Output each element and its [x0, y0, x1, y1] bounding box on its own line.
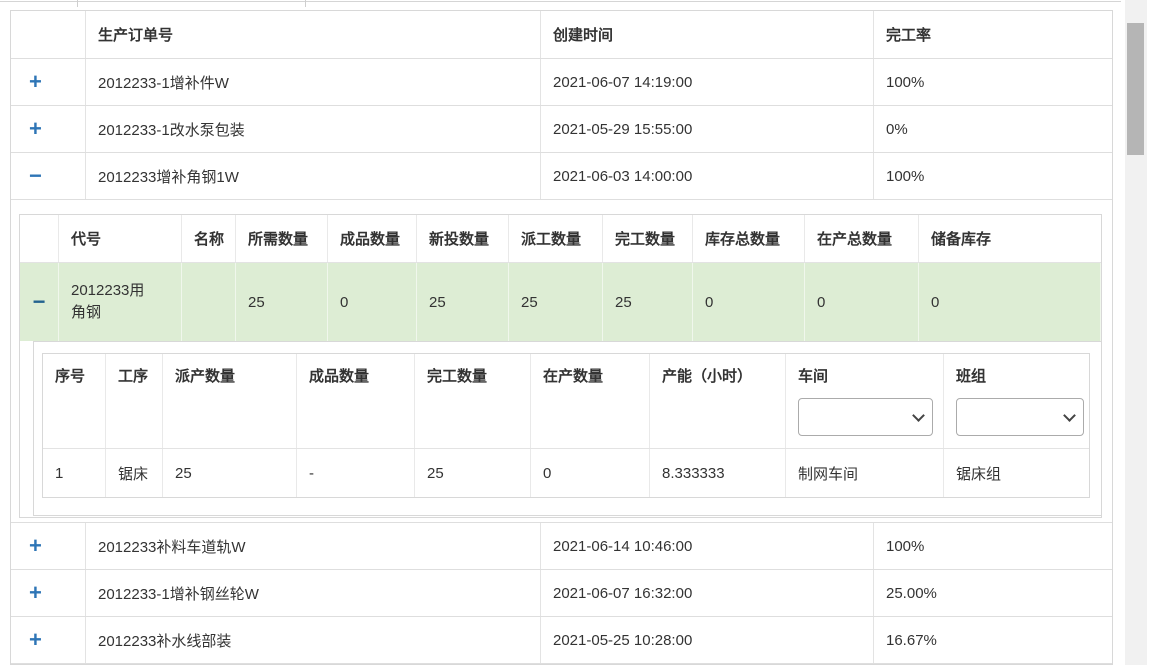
expand-row-icon[interactable]: +	[29, 580, 42, 605]
code-cell: 2012233用角钢	[59, 263, 182, 341]
dispatch-qty-header: 派工数量	[509, 215, 603, 262]
order-row: + 2012233-1改水泵包装 2021-05-29 15:55:00 0%	[11, 106, 1112, 153]
component-row-selected: − 2012233用角钢 25 0 25 25 25 0 0 0	[20, 263, 1101, 341]
vertical-scrollbar[interactable]	[1125, 0, 1147, 665]
components-header-row: 代号 名称 所需数量 成品数量 新投数量 派工数量 完工数量 库存总数量 在产总…	[20, 215, 1101, 263]
complete-qty-cell: 25	[415, 449, 531, 497]
order-number-cell: 2012233-1改水泵包装	[86, 106, 541, 152]
finished-qty-cell: -	[297, 449, 415, 497]
team-header: 班组	[944, 354, 1089, 448]
dispatch-qty-header: 派产数量	[163, 354, 297, 448]
team-header-label: 班组	[956, 368, 987, 385]
in-production-qty-cell: 0	[531, 449, 650, 497]
workshop-filter-select[interactable]	[798, 398, 933, 436]
finished-qty-header: 成品数量	[297, 354, 415, 448]
order-row-expanded: − 2012233增补角钢1W 2021-06-03 14:00:00 100%	[11, 153, 1112, 200]
dispatch-qty-cell: 25	[163, 449, 297, 497]
order-row: + 2012233-1增补钢丝轮W 2021-06-07 16:32:00 25…	[11, 570, 1112, 617]
order-number-header: 生产订单号	[86, 11, 541, 58]
in-production-total-header: 在产总数量	[805, 215, 919, 262]
expand-column-header	[11, 11, 86, 58]
workshop-cell: 制网车间	[786, 449, 944, 497]
production-orders-table: 生产订单号 创建时间 完工率 + 2012233-1增补件W 2021-06-0…	[10, 10, 1113, 665]
name-cell	[182, 263, 236, 341]
process-header: 工序	[106, 354, 163, 448]
completion-rate-cell: 16.67%	[886, 631, 937, 649]
team-cell: 锯床组	[956, 465, 1002, 483]
expand-row-icon[interactable]: +	[29, 627, 42, 652]
workshop-header-label: 车间	[798, 368, 829, 385]
new-input-qty-cell: 25	[417, 263, 509, 341]
stock-total-header: 库存总数量	[693, 215, 805, 262]
collapse-row-icon[interactable]: −	[32, 289, 46, 314]
order-number-cell: 2012233增补角钢1W	[86, 153, 541, 199]
created-time-cell: 2021-05-29 15:55:00	[541, 106, 874, 152]
complete-qty-header: 完工数量	[415, 354, 531, 448]
order-row: + 2012233补水线部装 2021-05-25 10:28:00 16.67…	[11, 617, 1112, 664]
required-qty-cell: 25	[236, 263, 328, 341]
completion-rate-header: 完工率	[886, 27, 932, 44]
code-header: 代号	[59, 215, 182, 262]
scrollbar-thumb[interactable]	[1127, 23, 1144, 155]
reserve-stock-cell: 0	[919, 263, 1101, 341]
process-header-row: 序号 工序 派产数量 成品数量 完工数量 在产数量 产能（小时） 车间	[43, 354, 1089, 449]
process-table: 序号 工序 派产数量 成品数量 完工数量 在产数量 产能（小时） 车间	[42, 353, 1090, 498]
components-table: 代号 名称 所需数量 成品数量 新投数量 派工数量 完工数量 库存总数量 在产总…	[19, 214, 1102, 518]
expand-row-icon[interactable]: +	[29, 69, 42, 94]
completion-rate-cell: 100%	[886, 167, 925, 185]
process-table-container: 序号 工序 派产数量 成品数量 完工数量 在产数量 产能（小时） 车间	[33, 341, 1102, 516]
created-time-cell: 2021-06-07 16:32:00	[541, 570, 874, 616]
complete-qty-cell: 25	[603, 263, 693, 341]
capacity-header: 产能（小时）	[650, 354, 786, 448]
reserve-stock-header: 储备库存	[931, 231, 992, 248]
expand-row-icon[interactable]: +	[29, 533, 42, 558]
order-row: + 2012233补料车道轨W 2021-06-14 10:46:00 100%	[11, 523, 1112, 570]
workshop-header: 车间	[786, 354, 944, 448]
process-cell: 锯床	[106, 449, 163, 497]
stock-total-cell: 0	[693, 263, 805, 341]
name-header: 名称	[182, 215, 236, 262]
team-filter-select[interactable]	[956, 398, 1084, 436]
seq-header: 序号	[43, 354, 106, 448]
component-detail-panel: 序号 工序 派产数量 成品数量 完工数量 在产数量 产能（小时） 车间	[20, 341, 1102, 517]
order-number-cell: 2012233-1增补件W	[86, 59, 541, 105]
completion-rate-cell: 25.00%	[886, 584, 937, 602]
created-time-cell: 2021-06-03 14:00:00	[541, 153, 874, 199]
top-divider-tick	[305, 0, 306, 7]
completion-rate-cell: 0%	[886, 120, 908, 138]
process-row: 1 锯床 25 - 25 0 8.333333 制网车间 锯床组	[43, 449, 1089, 497]
order-row: + 2012233-1增补件W 2021-06-07 14:19:00 100%	[11, 59, 1112, 106]
in-production-total-cell: 0	[805, 263, 919, 341]
created-time-header: 创建时间	[541, 11, 874, 58]
finished-qty-cell: 0	[328, 263, 417, 341]
expand-row-icon[interactable]: +	[29, 116, 42, 141]
created-time-cell: 2021-05-25 10:28:00	[541, 617, 874, 663]
new-input-qty-header: 新投数量	[417, 215, 509, 262]
order-number-cell: 2012233-1增补钢丝轮W	[86, 570, 541, 616]
complete-qty-header: 完工数量	[603, 215, 693, 262]
seq-cell: 1	[43, 449, 106, 497]
order-number-cell: 2012233补料车道轨W	[86, 523, 541, 569]
order-detail-panel: 代号 名称 所需数量 成品数量 新投数量 派工数量 完工数量 库存总数量 在产总…	[11, 200, 1112, 523]
top-divider-tick	[77, 0, 78, 7]
in-production-qty-header: 在产数量	[531, 354, 650, 448]
orders-header-row: 生产订单号 创建时间 完工率	[11, 11, 1112, 59]
required-qty-header: 所需数量	[236, 215, 328, 262]
expand-column-header	[20, 215, 59, 262]
completion-rate-cell: 100%	[886, 537, 925, 555]
created-time-cell: 2021-06-14 10:46:00	[541, 523, 874, 569]
capacity-cell: 8.333333	[650, 449, 786, 497]
collapse-row-icon[interactable]: −	[29, 163, 42, 188]
created-time-cell: 2021-06-07 14:19:00	[541, 59, 874, 105]
dispatch-qty-cell: 25	[509, 263, 603, 341]
top-divider-line	[0, 1, 1121, 2]
order-number-cell: 2012233补水线部装	[86, 617, 541, 663]
finished-qty-header: 成品数量	[328, 215, 417, 262]
completion-rate-cell: 100%	[886, 73, 925, 91]
